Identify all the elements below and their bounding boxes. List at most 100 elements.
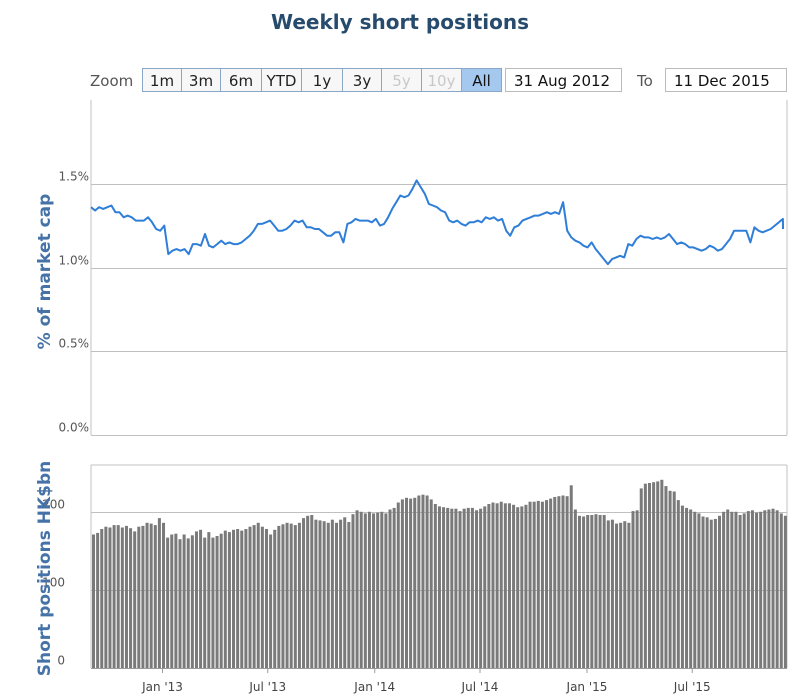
short-position-bar: [705, 517, 709, 668]
short-position-bar: [561, 495, 565, 668]
short-position-bar: [351, 514, 355, 668]
short-position-bar: [260, 526, 264, 668]
short-position-bar: [586, 515, 590, 668]
bar-panel-y-axis-title: Short positions HK$bn: [35, 461, 55, 677]
short-position-bar: [726, 509, 730, 668]
chart-title: Weekly short positions: [270, 10, 530, 34]
short-position-bar: [409, 498, 413, 668]
short-position-bar: [598, 515, 602, 668]
short-position-bar: [685, 507, 689, 668]
short-position-bar: [104, 526, 108, 668]
short-position-bar: [606, 520, 610, 668]
zoom-button-3m[interactable]: 3m: [181, 68, 221, 92]
short-position-bar: [215, 536, 219, 668]
short-position-bar: [199, 529, 203, 668]
from-date-input[interactable]: 31 Aug 2012: [505, 68, 622, 92]
short-position-bar: [631, 511, 635, 668]
short-position-bar: [619, 522, 623, 668]
short-position-bar: [153, 525, 157, 668]
short-position-bar: [96, 532, 100, 668]
short-position-bar: [186, 538, 190, 668]
short-position-bar: [672, 491, 676, 668]
short-position-bar: [380, 511, 384, 668]
short-position-bar: [536, 500, 540, 668]
to-date-input[interactable]: 11 Dec 2015: [665, 68, 787, 92]
short-position-bar: [437, 506, 441, 668]
short-position-bar: [404, 497, 409, 668]
zoom-button-all[interactable]: All: [461, 68, 502, 92]
short-position-bar: [421, 494, 425, 668]
short-position-bar: [454, 508, 458, 668]
zoom-button-10y: 10y: [421, 68, 462, 92]
zoom-button-1m[interactable]: 1m: [142, 68, 182, 92]
short-position-bar: [450, 508, 454, 668]
short-position-bar: [343, 517, 347, 668]
short-position-bar: [470, 507, 474, 668]
x-tick-label: Jan '14: [353, 680, 395, 694]
short-position-bar: [227, 532, 231, 668]
bar-panel-ytick-label: 100: [42, 576, 65, 590]
short-position-bar: [429, 499, 433, 668]
bar-panel-ytick-label: 0: [57, 654, 65, 668]
short-position-bar: [553, 497, 557, 668]
short-position-bar: [314, 519, 318, 668]
short-position-bar: [322, 521, 326, 668]
line-panel-y-axis-title: % of market cap: [35, 194, 55, 350]
short-position-bar: [157, 518, 161, 668]
short-position-bar: [639, 488, 643, 668]
short-position-bar: [372, 513, 376, 668]
short-position-bar: [211, 537, 215, 668]
short-position-bar: [376, 512, 380, 668]
zoom-button-3y[interactable]: 3y: [342, 68, 382, 92]
short-position-bar: [182, 534, 186, 668]
short-position-bar: [635, 510, 639, 668]
short-position-bar: [223, 530, 227, 668]
short-position-bar: [425, 495, 429, 668]
short-position-bar: [281, 524, 285, 668]
zoom-label: Zoom: [90, 72, 134, 90]
zoom-button-1y[interactable]: 1y: [301, 68, 343, 92]
short-position-bar: [145, 522, 149, 668]
short-position-bar: [713, 518, 717, 668]
short-position-bar: [676, 500, 680, 668]
short-position-bar: [647, 483, 651, 668]
short-position-bar: [124, 525, 128, 668]
x-tick-label: Jan '13: [141, 680, 183, 694]
range-selector: Zoom 1m 3m 6m YTD 1y 3y 5y 10y All 31 Aug 2012 T…: [0, 66, 800, 96]
short-position-bar: [293, 525, 297, 668]
short-position-bar: [137, 526, 141, 668]
short-position-bar: [458, 511, 462, 668]
short-position-bar: [339, 519, 343, 668]
short-position-bar: [466, 507, 470, 668]
short-position-bar: [524, 504, 528, 668]
short-position-bar: [569, 485, 573, 668]
short-position-bar: [487, 504, 491, 668]
short-position-bar: [400, 499, 404, 668]
short-position-bar: [232, 529, 236, 668]
short-position-bar: [759, 511, 763, 668]
short-position-bar: [623, 521, 627, 668]
short-position-bar: [166, 537, 170, 668]
short-position-bar: [680, 505, 684, 668]
short-position-bar: [577, 515, 581, 669]
short-position-bar: [594, 514, 598, 668]
short-position-bar: [701, 516, 705, 668]
short-position-bar: [582, 516, 586, 668]
short-position-bar: [149, 523, 153, 668]
zoom-button-5y: 5y: [381, 68, 422, 92]
short-position-bar: [248, 526, 252, 668]
short-position-bar: [256, 522, 260, 668]
short-position-bar: [627, 522, 631, 668]
short-position-bar: [738, 515, 742, 668]
short-position-bar: [112, 525, 116, 668]
short-position-bar: [244, 529, 248, 668]
short-position-bar: [174, 533, 178, 668]
line-panel-ytick-label: 1.5%: [59, 170, 90, 184]
short-position-bar: [717, 515, 722, 669]
short-position-bar: [297, 522, 301, 668]
short-position-bar: [417, 495, 421, 668]
short-position-bar: [367, 511, 371, 668]
short-position-bar: [318, 520, 322, 668]
short-position-bar: [697, 513, 701, 668]
short-position-bar: [615, 523, 619, 668]
